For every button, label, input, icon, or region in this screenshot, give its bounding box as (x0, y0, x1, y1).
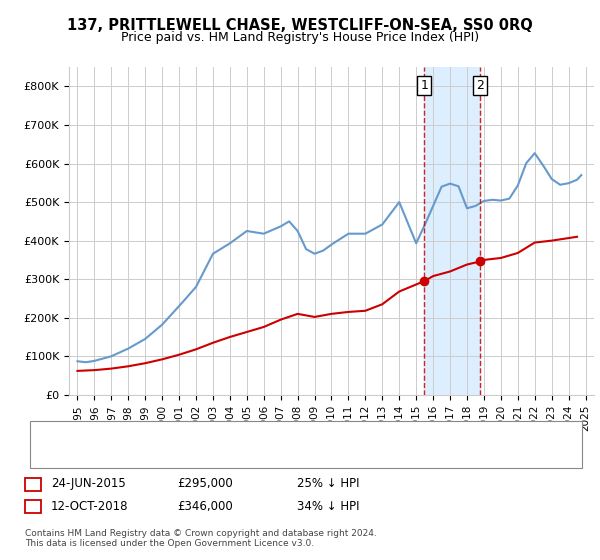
Text: 1: 1 (29, 477, 37, 491)
Text: 25% ↓ HPI: 25% ↓ HPI (297, 477, 359, 491)
Bar (424, 67, 480, 395)
Text: £346,000: £346,000 (177, 500, 233, 513)
Text: HPI: Average price, detached house, Southend-on-Sea: HPI: Average price, detached house, Sout… (73, 447, 356, 457)
Text: 34% ↓ HPI: 34% ↓ HPI (297, 500, 359, 513)
Text: 1: 1 (421, 78, 428, 92)
Text: 137, PRITTLEWELL CHASE, WESTCLIFF-ON-SEA, SS0 0RQ: 137, PRITTLEWELL CHASE, WESTCLIFF-ON-SEA… (67, 18, 533, 33)
Text: 24-JUN-2015: 24-JUN-2015 (51, 477, 126, 491)
Text: 2: 2 (29, 500, 37, 513)
Text: 2: 2 (476, 78, 484, 92)
Text: Price paid vs. HM Land Registry's House Price Index (HPI): Price paid vs. HM Land Registry's House … (121, 31, 479, 44)
Text: Contains HM Land Registry data © Crown copyright and database right 2024.
This d: Contains HM Land Registry data © Crown c… (25, 529, 377, 548)
Text: 12-OCT-2018: 12-OCT-2018 (51, 500, 128, 513)
Text: £295,000: £295,000 (177, 477, 233, 491)
Text: 137, PRITTLEWELL CHASE, WESTCLIFF-ON-SEA, SS0 0RQ (detached house): 137, PRITTLEWELL CHASE, WESTCLIFF-ON-SEA… (73, 427, 461, 437)
